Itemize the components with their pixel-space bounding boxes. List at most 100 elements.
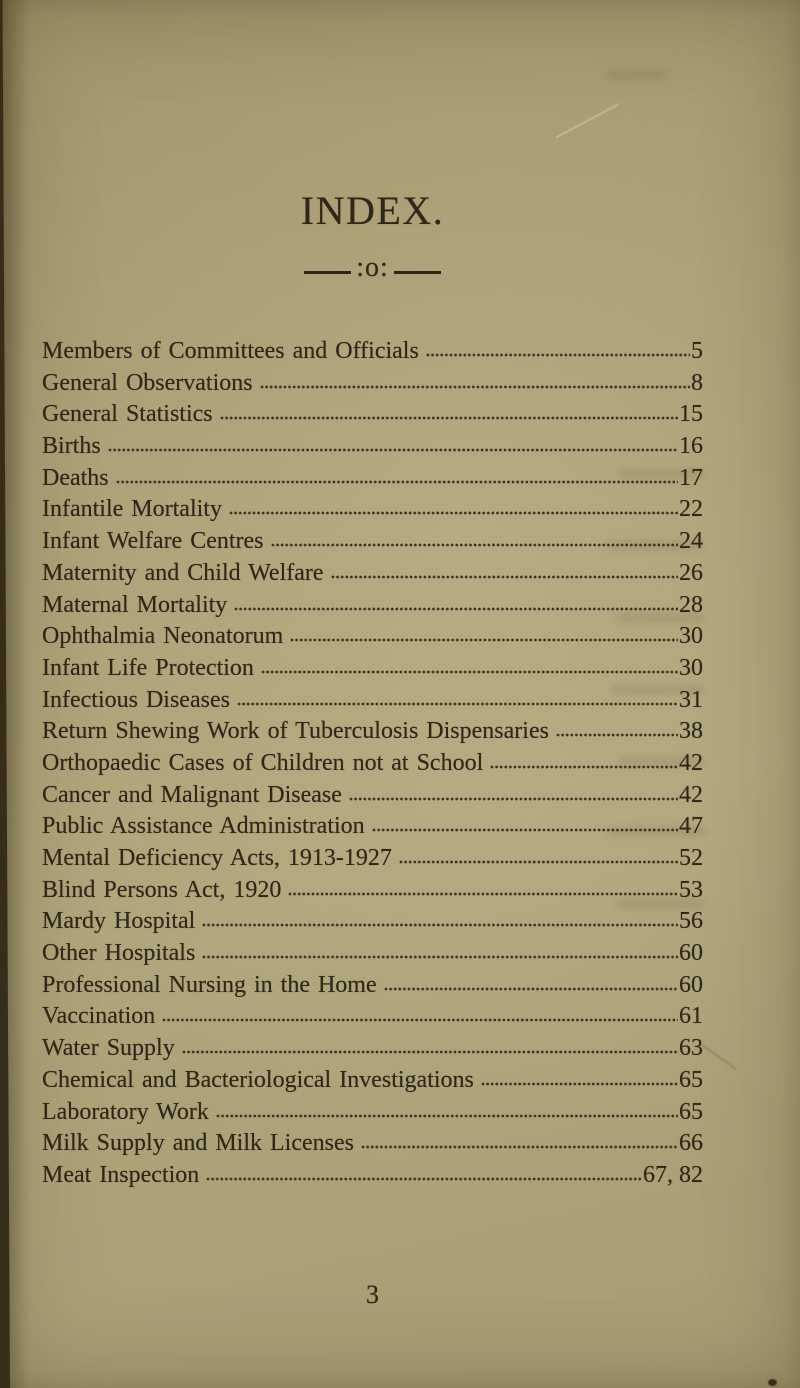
entry-label: Meat Inspection [42, 1161, 200, 1188]
entry-label: Births [42, 433, 101, 460]
ink-speck [768, 1379, 777, 1386]
dotted-leader [490, 757, 678, 770]
dotted-leader [115, 472, 678, 485]
entry-page-number: 60 [679, 971, 703, 998]
dotted-leader [202, 948, 678, 961]
entry-page-number: 42 [679, 749, 703, 776]
entry-label: Infant Life Protection [42, 654, 254, 681]
entry-label: Professional Nursing in the Home [42, 971, 377, 998]
index-entry: Infectious Diseases 31 [42, 685, 703, 717]
dotted-leader [181, 1043, 678, 1056]
dotted-leader [202, 916, 678, 929]
entry-label: Mental Deficiency Acts, 1913-1927 [42, 845, 392, 871]
index-entry: Public Assistance Administration 47 [42, 811, 703, 843]
entry-page-number: 63 [679, 1035, 703, 1062]
entry-label: Deaths [42, 464, 109, 491]
entry-page-number: 56 [679, 908, 703, 935]
index-entry: Infant Life Protection 30 [42, 653, 703, 685]
entry-page-number: 30 [679, 654, 703, 681]
index-entry: Return Shewing Work of Tuberculosis Disp… [42, 716, 703, 748]
dotted-leader [206, 1169, 642, 1182]
entry-label: Chemical and Bacteriological Investigati… [42, 1066, 474, 1093]
entry-label: Members of Committees and Officials [42, 338, 419, 364]
index-entry: Milk Supply and Milk Licenses 66 [42, 1128, 703, 1160]
dotted-leader [330, 567, 678, 580]
index-entry: Mental Deficiency Acts, 1913-1927 52 [42, 843, 703, 875]
dotted-leader [288, 884, 678, 897]
show-through-ghost [606, 70, 666, 81]
index-entry: General Observations 8 [42, 368, 703, 400]
dotted-leader [425, 346, 690, 358]
index-entry: Meat Inspection 67, 82 [42, 1160, 703, 1192]
dotted-leader [234, 599, 678, 612]
index-entry: Orthopaedic Cases of Children not at Sch… [42, 748, 703, 780]
dotted-leader [555, 726, 678, 739]
dotted-leader [480, 1074, 678, 1087]
dotted-leader [107, 441, 678, 454]
index-entry-list: Members of Committees and Officials 5 Ge… [42, 336, 703, 1192]
index-entry: Infantile Mortality 22 [42, 494, 703, 526]
entry-page-number: 26 [679, 559, 703, 586]
divider-rule-left [304, 270, 352, 274]
entry-label: Cancer and Malignant Disease [42, 781, 342, 808]
dotted-leader [270, 536, 678, 549]
entry-label: Water Supply [42, 1035, 175, 1062]
entry-page-number: 31 [679, 686, 703, 713]
dotted-leader [290, 631, 678, 644]
entry-page-number: 24 [679, 528, 703, 555]
entry-page-number: 65 [679, 1098, 703, 1125]
index-entry: Ophthalmia Neonatorum 30 [42, 621, 703, 653]
entry-page-number: 53 [679, 876, 703, 903]
entry-page-number: 66 [679, 1130, 703, 1157]
index-entry: Maternal Mortality 28 [42, 590, 703, 622]
entry-page-number: 65 [679, 1066, 703, 1093]
entry-page-number: 60 [679, 940, 703, 967]
entry-label: Infant Welfare Centres [42, 528, 264, 555]
entry-label: Orthopaedic Cases of Children not at Sch… [42, 749, 484, 776]
entry-page-number: 61 [679, 1003, 703, 1030]
dotted-leader [260, 662, 678, 675]
dotted-leader [228, 504, 678, 517]
entry-page-number: 8 [691, 369, 703, 396]
index-entry: Members of Committees and Officials 5 [42, 336, 703, 368]
index-entry: Professional Nursing in the Home 60 [42, 970, 703, 1002]
entry-label: Maternity and Child Welfare [42, 559, 324, 586]
dotted-leader [162, 1011, 678, 1024]
scratch-mark [555, 103, 619, 139]
page-title: INDEX. [300, 187, 445, 233]
index-entry: Laboratory Work 65 [42, 1097, 703, 1129]
index-entry: Deaths 17 [42, 463, 703, 495]
entry-label: Laboratory Work [42, 1098, 209, 1125]
index-entry: Maternity and Child Welfare 26 [42, 558, 703, 590]
dotted-leader [371, 821, 678, 834]
entry-label: Mardy Hospital [42, 908, 196, 935]
dotted-leader [215, 1106, 678, 1119]
entry-page-number: 47 [679, 813, 703, 840]
entry-page-number: 15 [679, 401, 703, 428]
index-entry: Blind Persons Act, 1920 53 [42, 875, 703, 907]
index-entry: Other Hospitals 60 [42, 938, 703, 970]
entry-label: Maternal Mortality [42, 591, 228, 618]
dotted-leader [398, 853, 678, 865]
dotted-leader [259, 377, 690, 390]
entry-label: Return Shewing Work of Tuberculosis Disp… [42, 718, 549, 745]
entry-page-number: 52 [679, 845, 703, 871]
index-entry: Mardy Hospital 56 [42, 906, 703, 938]
index-entry: Births 16 [42, 431, 703, 463]
entry-label: Vaccination [42, 1003, 156, 1030]
entry-page-number: 38 [679, 718, 703, 745]
entry-label: Infantile Mortality [42, 496, 222, 523]
entry-label: Other Hospitals [42, 940, 196, 967]
entry-page-number: 30 [679, 623, 703, 650]
entry-page-number: 67, 82 [643, 1161, 703, 1188]
entry-page-number: 17 [679, 464, 703, 491]
entry-page-number: 16 [679, 433, 703, 460]
page-gutter-edge [0, 0, 10, 1388]
divider-ornament: :o: [356, 252, 389, 283]
dotted-leader [360, 1138, 678, 1151]
scratch-mark [701, 1044, 737, 1070]
section-divider: :o: [42, 251, 703, 289]
entry-label: Blind Persons Act, 1920 [42, 876, 282, 903]
entry-label: Ophthalmia Neonatorum [42, 623, 284, 650]
entry-page-number: 22 [679, 496, 703, 523]
